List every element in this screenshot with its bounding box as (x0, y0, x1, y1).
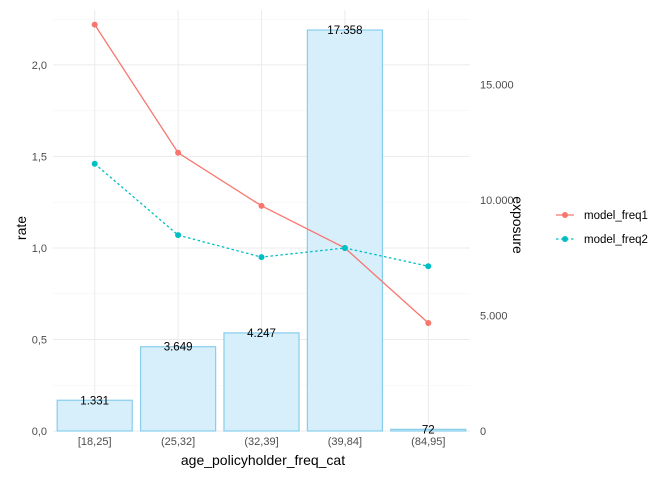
y-right-tick-label: 15.000 (480, 80, 514, 92)
x-tick-label: (84,95] (411, 436, 445, 448)
y-left-tick-label: 1,5 (32, 151, 47, 163)
legend: model_freq1 model_freq2 (556, 210, 648, 246)
bar (56, 399, 133, 432)
point-model_freq2 (258, 254, 265, 261)
y-left-tick-label: 0,0 (32, 426, 47, 438)
y-left-tick-label: 0,5 (32, 334, 47, 346)
y-left-tick-label: 1,0 (32, 243, 47, 255)
x-tick-label: (39,84] (328, 436, 362, 448)
bar-value-label: 3.649 (164, 342, 193, 354)
bar (139, 346, 217, 432)
legend-label-model_freq1: model_freq1 (584, 210, 648, 222)
x-tick-label: (25,32] (161, 436, 195, 448)
legend-label-model_freq2: model_freq2 (584, 234, 648, 246)
bar-value-label: 4.247 (247, 328, 276, 340)
bars (56, 29, 467, 432)
bar-value-label: 1.331 (80, 395, 109, 407)
point-model_freq2 (175, 232, 182, 239)
legend-marker-model_freq2 (562, 236, 568, 242)
point-model_freq2 (341, 244, 348, 251)
point-model_freq1 (425, 320, 432, 327)
point-model_freq2 (425, 263, 432, 270)
y-left-tick-label: 2,0 (32, 60, 47, 72)
bar-labels: 1.331 3.649 4.247 17.358 72 (80, 25, 434, 436)
bar-value-label: 17.358 (327, 25, 362, 37)
bar (223, 332, 300, 432)
x-tick-label: [18,25] (78, 436, 112, 448)
legend-marker-model_freq1 (562, 212, 568, 218)
bar-value-label: 72 (422, 424, 435, 436)
y-axis-right-title: exposure (510, 196, 526, 254)
point-model_freq2 (91, 160, 98, 167)
bar (390, 428, 467, 432)
y-right-tick-label: 0 (480, 426, 486, 438)
x-tick-label: (32,39] (244, 436, 278, 448)
y-axis-left-title: rate (13, 216, 29, 240)
point-model_freq1 (258, 202, 265, 209)
y-right-tick-label: 10.000 (480, 195, 514, 207)
y-right-tick-label: 5.000 (480, 311, 508, 323)
axes: 0,0 0,5 1,0 1,5 2,0 0 5.000 10.000 15.000 [18,25]… (32, 60, 514, 448)
point-model_freq1 (91, 21, 98, 28)
point-model_freq1 (175, 149, 182, 156)
lines (91, 21, 432, 327)
bar (306, 29, 384, 432)
x-axis-title: age_policyholder_freq_cat (181, 452, 345, 468)
